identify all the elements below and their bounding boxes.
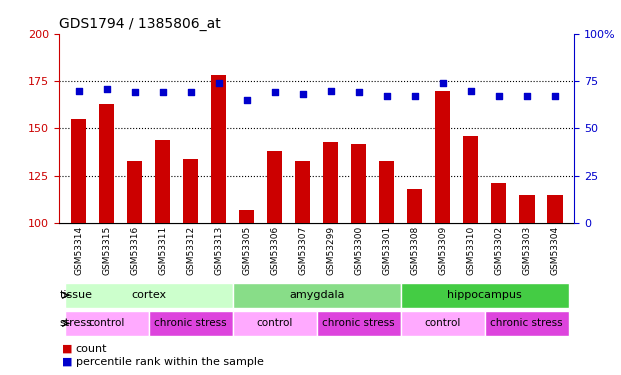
Point xyxy=(270,90,279,96)
Text: GSM53314: GSM53314 xyxy=(74,226,83,275)
Bar xyxy=(323,142,338,223)
Point xyxy=(326,88,336,94)
Point xyxy=(158,90,168,96)
Point xyxy=(550,93,560,99)
Text: GSM53310: GSM53310 xyxy=(466,226,475,275)
Text: GSM53302: GSM53302 xyxy=(494,226,503,275)
Point xyxy=(382,93,392,99)
Bar xyxy=(71,119,86,223)
Text: GSM53309: GSM53309 xyxy=(438,226,447,275)
Text: GSM53301: GSM53301 xyxy=(383,226,391,275)
Text: GSM53306: GSM53306 xyxy=(270,226,279,275)
Bar xyxy=(547,195,563,223)
Text: GSM53316: GSM53316 xyxy=(130,226,139,275)
Point xyxy=(74,88,84,94)
Text: hippocampus: hippocampus xyxy=(447,290,522,300)
Point xyxy=(354,90,364,96)
Bar xyxy=(127,160,142,223)
Bar xyxy=(211,75,227,223)
Text: GSM53308: GSM53308 xyxy=(410,226,419,275)
Text: GSM53299: GSM53299 xyxy=(326,226,335,275)
Bar xyxy=(463,136,479,223)
FancyBboxPatch shape xyxy=(233,283,401,308)
FancyBboxPatch shape xyxy=(401,283,569,308)
Bar xyxy=(99,104,114,223)
Text: stress: stress xyxy=(60,318,93,328)
Text: ■: ■ xyxy=(62,344,73,354)
Point xyxy=(438,80,448,86)
FancyBboxPatch shape xyxy=(65,283,233,308)
Text: GSM53303: GSM53303 xyxy=(522,226,532,275)
Text: control: control xyxy=(256,318,293,328)
Text: control: control xyxy=(425,318,461,328)
Point xyxy=(297,92,307,98)
Text: GSM53305: GSM53305 xyxy=(242,226,251,275)
Bar xyxy=(295,160,310,223)
Point xyxy=(186,90,196,96)
Point xyxy=(522,93,532,99)
Text: GSM53304: GSM53304 xyxy=(550,226,560,275)
Point xyxy=(214,80,224,86)
Bar xyxy=(183,159,198,223)
Bar xyxy=(519,195,535,223)
Point xyxy=(130,90,140,96)
Bar xyxy=(435,91,450,223)
FancyBboxPatch shape xyxy=(148,311,233,336)
Point xyxy=(494,93,504,99)
Text: chronic stress: chronic stress xyxy=(491,318,563,328)
Bar xyxy=(351,144,366,223)
Text: GSM53312: GSM53312 xyxy=(186,226,195,275)
FancyBboxPatch shape xyxy=(233,311,317,336)
Point xyxy=(242,97,252,103)
Text: percentile rank within the sample: percentile rank within the sample xyxy=(76,357,264,367)
FancyBboxPatch shape xyxy=(485,311,569,336)
Text: GSM53315: GSM53315 xyxy=(102,226,111,275)
FancyBboxPatch shape xyxy=(401,311,485,336)
Text: tissue: tissue xyxy=(60,290,93,300)
Point xyxy=(102,86,112,92)
Point xyxy=(466,88,476,94)
FancyBboxPatch shape xyxy=(317,311,401,336)
Text: chronic stress: chronic stress xyxy=(322,318,395,328)
Point xyxy=(410,93,420,99)
Text: cortex: cortex xyxy=(131,290,166,300)
Text: GSM53311: GSM53311 xyxy=(158,226,167,275)
Bar xyxy=(155,140,170,223)
Text: ■: ■ xyxy=(62,357,73,367)
Text: count: count xyxy=(76,344,107,354)
Bar xyxy=(239,210,255,223)
Text: GSM53307: GSM53307 xyxy=(298,226,307,275)
Bar xyxy=(379,160,394,223)
Text: control: control xyxy=(88,318,125,328)
Text: amygdala: amygdala xyxy=(289,290,345,300)
Bar xyxy=(267,151,283,223)
Bar xyxy=(407,189,422,223)
Text: GDS1794 / 1385806_at: GDS1794 / 1385806_at xyxy=(59,17,220,32)
Text: chronic stress: chronic stress xyxy=(155,318,227,328)
Text: GSM53300: GSM53300 xyxy=(354,226,363,275)
Text: GSM53313: GSM53313 xyxy=(214,226,223,275)
Bar xyxy=(491,183,507,223)
FancyBboxPatch shape xyxy=(65,311,148,336)
